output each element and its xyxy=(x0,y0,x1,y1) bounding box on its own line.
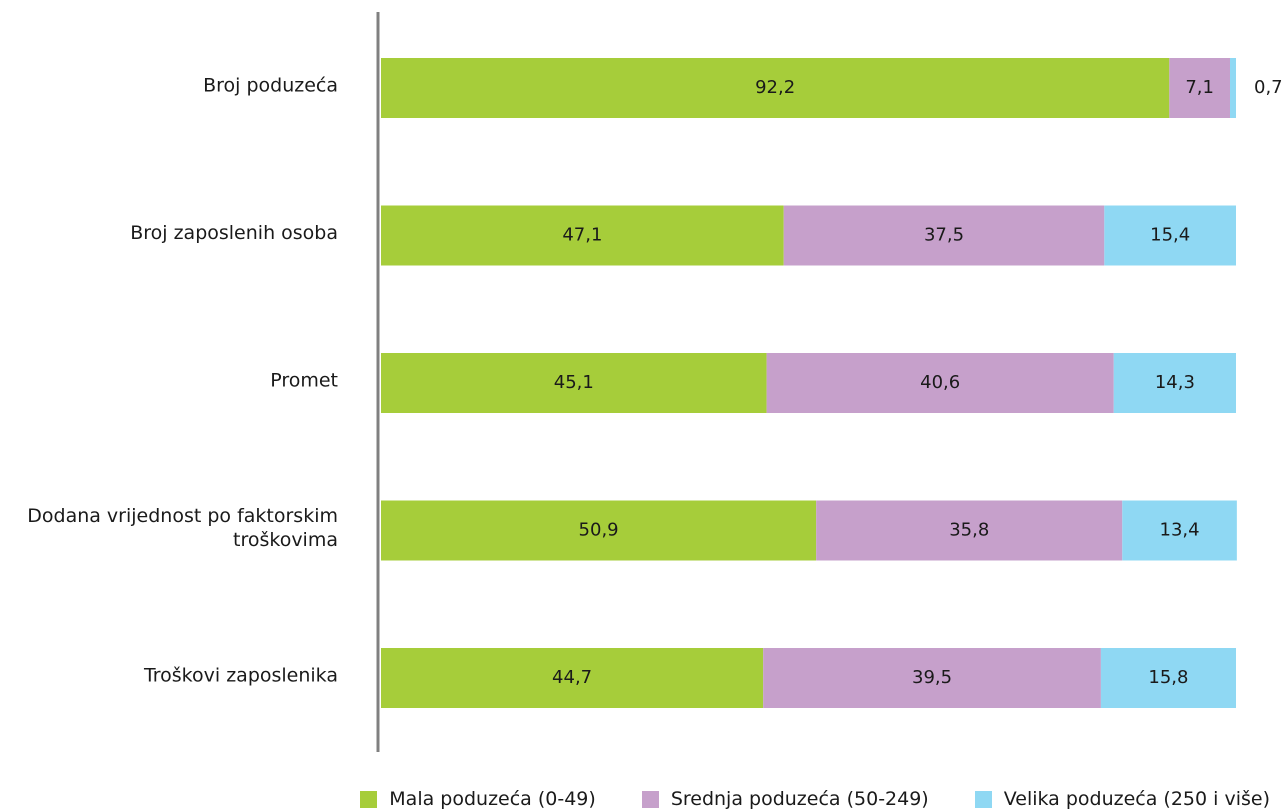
bar-segment-large xyxy=(1122,500,1237,561)
data-label-medium: 7,1 xyxy=(1185,77,1214,98)
category-label: troškovima xyxy=(233,529,338,551)
category-label: Dodana vrijednost po faktorskim xyxy=(27,505,338,527)
bar-segment-small xyxy=(381,205,784,266)
data-label-medium: 39,5 xyxy=(912,667,952,688)
data-label-large: 15,8 xyxy=(1148,667,1188,688)
legend-item-small: Mala poduzeća (0-49) xyxy=(360,788,596,810)
category-label: Promet xyxy=(270,370,338,392)
data-label-small: 47,1 xyxy=(562,225,602,246)
legend-swatch-large xyxy=(974,790,992,808)
bar-segment-large xyxy=(1104,205,1236,266)
data-label-small: 92,2 xyxy=(755,77,795,98)
bar-segment-large xyxy=(1230,58,1236,118)
bar-segment-medium xyxy=(783,205,1105,266)
legend: Mala poduzeća (0-49) Srednja poduzeća (5… xyxy=(0,788,1284,810)
data-label-small: 44,7 xyxy=(552,667,592,688)
bar-segment-small xyxy=(381,648,764,708)
data-label-small: 50,9 xyxy=(579,520,619,541)
stacked-bar-chart: Broj poduzeća 92,2 7,1 0,7 Broj zaposlenih o… xyxy=(27,12,1283,752)
data-label-medium: 37,5 xyxy=(924,225,964,246)
bar-segment-medium xyxy=(1169,58,1231,118)
bar-segment-large xyxy=(1100,648,1236,708)
legend-label-small: Mala poduzeća (0-49) xyxy=(389,788,596,810)
category-label: Troškovi zaposlenika xyxy=(143,665,338,687)
legend-swatch-medium xyxy=(641,790,659,808)
bar-segment-medium xyxy=(763,648,1101,708)
bar-segment-small xyxy=(381,500,817,561)
data-label-small: 45,1 xyxy=(554,372,594,393)
bar-segment-medium xyxy=(766,353,1114,413)
legend-swatch-small xyxy=(360,790,378,808)
data-label-large: 14,3 xyxy=(1155,372,1195,393)
data-label-medium: 40,6 xyxy=(920,372,960,393)
data-label-large: 13,4 xyxy=(1160,520,1200,541)
data-label-large: 0,7 xyxy=(1254,77,1283,98)
legend-item-medium: Srednja poduzeća (50-249) xyxy=(641,788,929,810)
bar-segment-small xyxy=(381,58,1170,118)
bar-segment-medium xyxy=(816,500,1123,561)
bar-segment-large xyxy=(1113,353,1236,413)
data-label-large: 15,4 xyxy=(1150,225,1190,246)
legend-label-medium: Srednja poduzeća (50-249) xyxy=(670,788,929,810)
data-label-medium: 35,8 xyxy=(949,520,989,541)
bar-segment-small xyxy=(381,353,767,413)
legend-item-large: Velika poduzeća (250 i više) xyxy=(974,788,1270,810)
category-label: Broj poduzeća xyxy=(203,75,338,97)
category-label: Broj zaposlenih osoba xyxy=(130,222,338,244)
legend-label-large: Velika poduzeća (250 i više) xyxy=(1003,788,1270,810)
